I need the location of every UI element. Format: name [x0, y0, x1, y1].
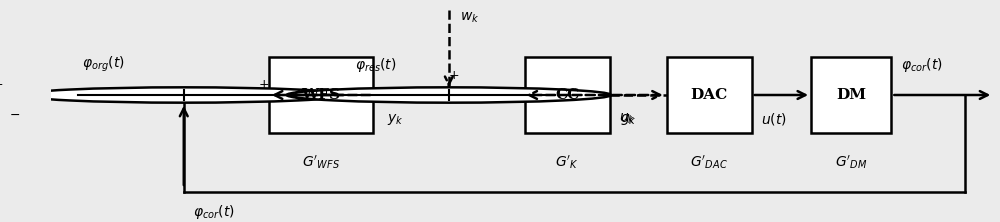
Text: $\varphi_{res}(t)$: $\varphi_{res}(t)$ — [355, 56, 397, 74]
Text: $w_k$: $w_k$ — [460, 11, 480, 26]
Bar — [811, 57, 891, 133]
Text: $u(t)$: $u(t)$ — [761, 111, 787, 127]
Bar — [525, 57, 610, 133]
Ellipse shape — [22, 87, 346, 103]
Ellipse shape — [287, 87, 611, 103]
Text: DM: DM — [836, 88, 866, 102]
Text: $y_k$: $y_k$ — [387, 112, 404, 127]
Bar — [269, 57, 373, 133]
Text: $G'_{DM}$: $G'_{DM}$ — [835, 154, 867, 171]
Text: $-$: $-$ — [9, 108, 20, 121]
Text: $G'_{DAC}$: $G'_{DAC}$ — [690, 154, 728, 171]
Text: $g_k$: $g_k$ — [620, 112, 637, 127]
Text: $\varphi_{cor}(t)$: $\varphi_{cor}(t)$ — [901, 56, 943, 74]
Text: $u_k$: $u_k$ — [619, 112, 636, 127]
Text: WFS: WFS — [302, 88, 341, 102]
Bar — [667, 57, 752, 133]
Text: $+$: $+$ — [0, 78, 4, 91]
Text: $\varphi_{cor}(t)$: $\varphi_{cor}(t)$ — [193, 203, 235, 221]
Text: $+$: $+$ — [448, 69, 459, 82]
Text: CC: CC — [555, 88, 579, 102]
Text: $+$: $+$ — [258, 78, 269, 91]
Text: $\varphi_{org}(t)$: $\varphi_{org}(t)$ — [82, 55, 124, 74]
Text: $G'_{WFS}$: $G'_{WFS}$ — [302, 154, 340, 171]
Text: DAC: DAC — [691, 88, 728, 102]
Text: $G'_{K}$: $G'_{K}$ — [555, 154, 579, 171]
